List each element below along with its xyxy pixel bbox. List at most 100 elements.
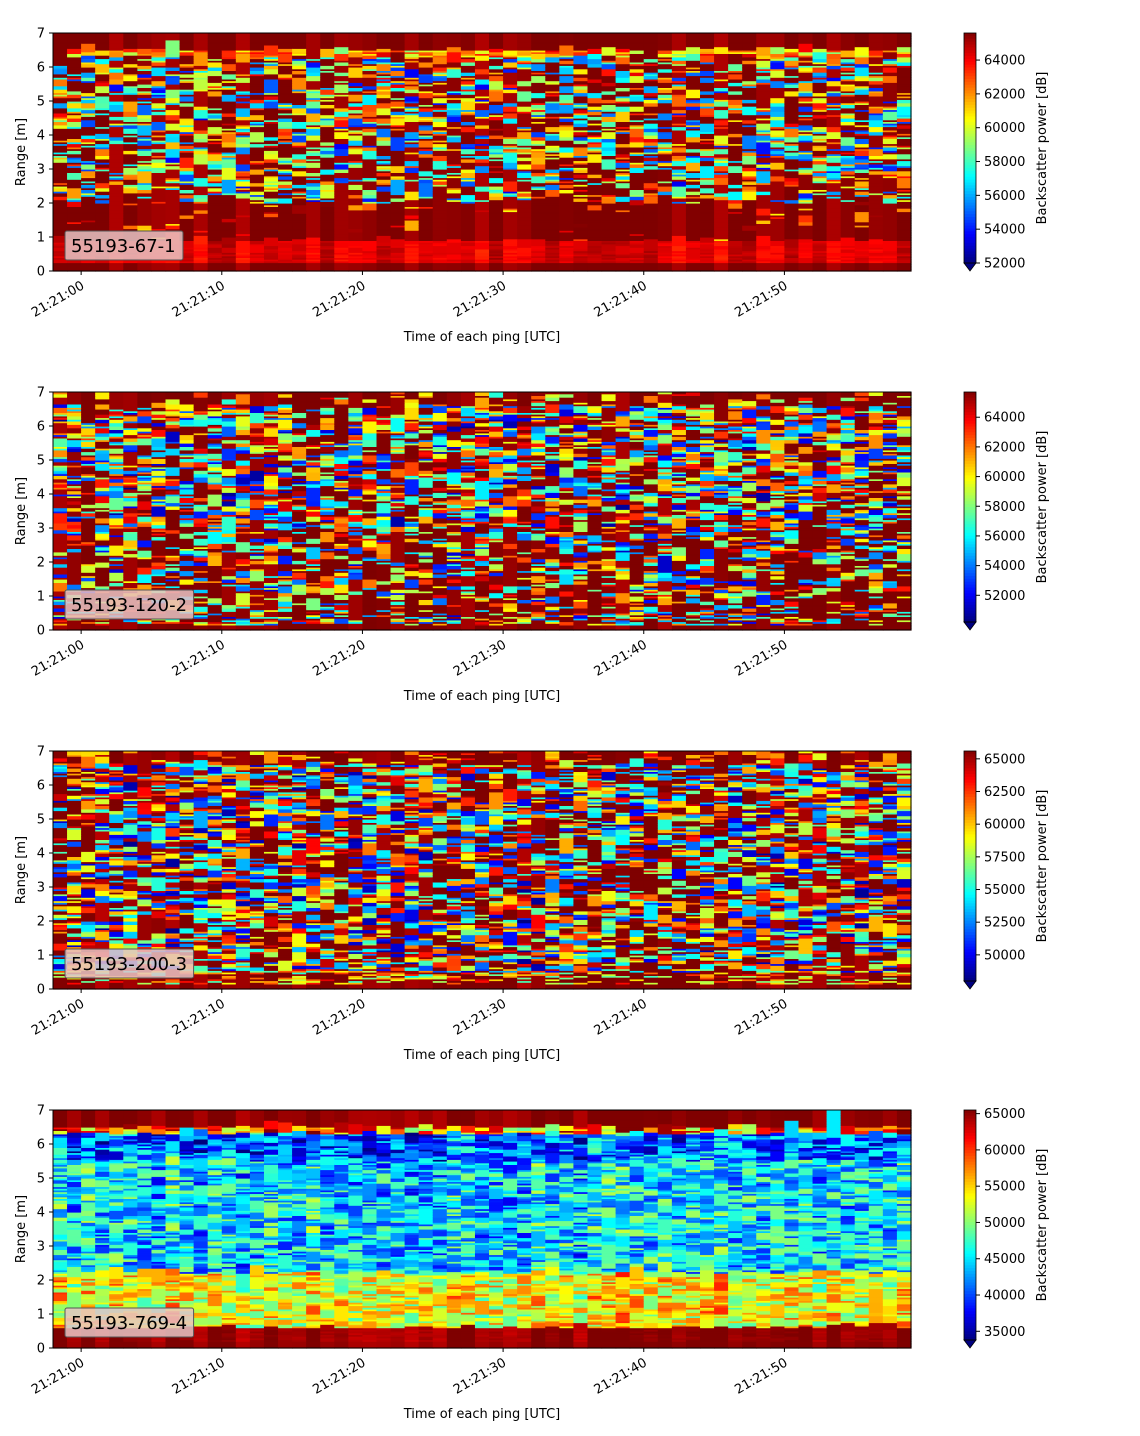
heatmap-cell (165, 223, 181, 226)
heatmap-cell (137, 206, 153, 209)
heatmap-cell (179, 119, 195, 122)
heatmap-cell (165, 95, 181, 99)
heatmap-cell (151, 44, 167, 48)
heatmap-cell (67, 89, 82, 92)
heatmap-cell (165, 126, 181, 129)
heatmap-cell (221, 221, 237, 224)
heatmap-cell (165, 55, 181, 58)
heatmap-cell (179, 269, 195, 272)
heatmap-cell (207, 89, 223, 92)
heatmap-cell (193, 111, 209, 114)
heatmap-cell (193, 255, 209, 258)
heatmap-cell (109, 165, 124, 168)
heatmap-cell (221, 225, 237, 228)
heatmap-cell (67, 194, 82, 197)
heatmap-cell (151, 119, 167, 122)
heatmap-cell (221, 73, 237, 77)
heatmap-cell (95, 203, 110, 206)
heatmap-cell (81, 99, 96, 102)
heatmap-cell (123, 78, 138, 82)
heatmap-cell (67, 68, 82, 71)
heatmap-cell (81, 186, 96, 189)
heatmap-cell (193, 124, 209, 128)
heatmap-cell (221, 61, 237, 65)
heatmap-cell (53, 262, 68, 265)
heatmap-cell (67, 36, 82, 39)
heatmap-cell (137, 226, 153, 230)
heatmap-cell (235, 230, 251, 233)
heatmap-cell (235, 243, 251, 247)
heatmap-cell (109, 67, 124, 70)
heatmap-cell (151, 67, 167, 70)
heatmap-cell (67, 41, 82, 44)
heatmap-cell (179, 194, 195, 197)
heatmap-cell (151, 111, 167, 114)
heatmap-cell (109, 131, 124, 134)
heatmap-cell (95, 140, 110, 143)
heatmap-cell (95, 82, 110, 85)
heatmap-cell (193, 75, 209, 78)
heatmap-cell (67, 123, 82, 126)
heatmap-cell (95, 50, 110, 53)
heatmap-cell (95, 89, 110, 92)
heatmap-cell (53, 148, 68, 151)
heatmap-cell (67, 143, 82, 146)
heatmap-cell (123, 46, 138, 49)
heatmap-cell (95, 70, 110, 73)
heatmap-cell (207, 214, 223, 218)
heatmap-cell (53, 216, 68, 219)
heatmap-cell (207, 77, 223, 80)
heatmap-cell (179, 129, 195, 133)
heatmap-cell (95, 123, 110, 126)
heatmap-cell (179, 136, 195, 139)
heatmap-cell (179, 55, 195, 58)
heatmap-cell (137, 33, 153, 36)
heatmap-cell (207, 220, 223, 223)
heatmap-cell (221, 214, 237, 218)
heatmap-cell (179, 150, 195, 153)
heatmap-cell (53, 112, 68, 116)
heatmap-cell (151, 203, 167, 206)
heatmap-cell (67, 199, 82, 202)
heatmap-cell (53, 85, 68, 88)
heatmap-cell (123, 65, 138, 68)
heatmap-cell (179, 177, 195, 180)
heatmap-cell (67, 204, 82, 207)
heatmap-cell (81, 199, 96, 202)
heatmap-cell (137, 101, 153, 104)
heatmap-cell (165, 146, 181, 150)
heatmap-cell (95, 61, 110, 65)
heatmap-cell (165, 143, 181, 146)
heatmap-cell (137, 68, 153, 71)
heatmap-cell (165, 116, 181, 119)
heatmap-cell (137, 218, 153, 221)
heatmap-cell (81, 169, 96, 172)
heatmap-cell (151, 65, 167, 68)
heatmap-cell (151, 155, 167, 158)
heatmap-cell (137, 194, 153, 197)
heatmap-cell (193, 257, 209, 260)
heatmap-cell (221, 68, 237, 71)
heatmap-cell (179, 208, 195, 211)
heatmap-cell (53, 94, 68, 97)
heatmap-cell (193, 89, 209, 92)
heatmap-cell (221, 265, 237, 269)
heatmap-cell (67, 53, 82, 56)
heatmap-cell (137, 165, 153, 168)
heatmap-cell (179, 63, 195, 66)
heatmap-cell (137, 197, 153, 201)
heatmap-cell (193, 101, 209, 104)
heatmap-cell (123, 148, 138, 151)
heatmap-cell (151, 157, 167, 160)
heatmap-cell (193, 53, 209, 56)
heatmap-cell (81, 191, 96, 194)
heatmap-cell (67, 160, 82, 163)
heatmap-cell (53, 58, 68, 61)
heatmap-cell (151, 165, 167, 168)
heatmap-cell (95, 150, 110, 153)
heatmap-cell (193, 141, 209, 145)
heatmap-cell (221, 48, 237, 51)
heatmap-cell (179, 267, 195, 270)
heatmap-cell (165, 82, 181, 85)
heatmap-cell (53, 143, 68, 146)
